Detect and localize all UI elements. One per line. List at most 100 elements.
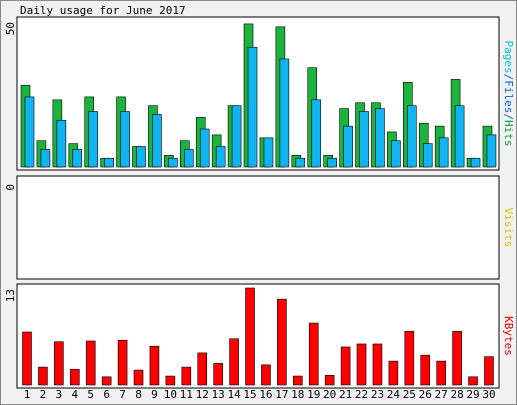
- x-tick-label: 25: [403, 388, 416, 401]
- y-tick-label: 13: [4, 289, 17, 302]
- bar: [168, 157, 178, 168]
- bar: [40, 149, 51, 168]
- bar: [308, 322, 319, 386]
- legend-text: Visits: [502, 208, 515, 248]
- x-tick-label: 29: [466, 388, 479, 401]
- x-tick-label: 11: [180, 388, 193, 401]
- bar: [486, 134, 497, 168]
- x-tick-label: 2: [40, 388, 47, 401]
- x-tick-label: 23: [371, 388, 384, 401]
- bar: [279, 58, 290, 168]
- legend-text: /: [502, 74, 515, 81]
- bar: [22, 331, 32, 386]
- x-tick-label: 7: [119, 388, 126, 401]
- bar: [311, 99, 322, 168]
- bar: [199, 128, 210, 168]
- bar: [197, 352, 208, 386]
- bar: [388, 360, 399, 386]
- x-tick-label: 30: [482, 388, 495, 401]
- x-tick-label: 18: [291, 388, 304, 401]
- bar: [54, 341, 64, 386]
- bar: [117, 339, 128, 386]
- bar: [38, 366, 48, 386]
- bar: [470, 157, 481, 168]
- bar: [229, 338, 239, 386]
- legend: Pages/Files/Hits: [502, 41, 515, 147]
- bar: [133, 369, 144, 386]
- bar: [407, 105, 417, 168]
- bar: [277, 298, 287, 386]
- bar: [438, 137, 449, 168]
- legend-text: /: [502, 113, 515, 120]
- chart-title: Daily usage for June 2017: [20, 4, 186, 17]
- bar: [165, 375, 176, 386]
- legend: Visits: [502, 208, 515, 248]
- bar: [215, 146, 226, 168]
- bar: [136, 146, 146, 168]
- bar: [293, 375, 303, 386]
- bar: [88, 111, 99, 168]
- y-tick-label: 0: [4, 184, 17, 191]
- bar: [261, 364, 271, 386]
- bar: [120, 111, 130, 168]
- panel: [16, 175, 500, 280]
- bar: [263, 137, 274, 168]
- x-tick-label: 3: [56, 388, 63, 401]
- legend-text: Hits: [502, 120, 515, 147]
- x-tick-label: 10: [164, 388, 177, 401]
- legend-text: KBytes: [502, 316, 515, 356]
- legend: KBytes: [502, 316, 515, 356]
- x-tick-label: 14: [227, 388, 241, 401]
- x-tick-label: 9: [151, 388, 158, 401]
- bar: [101, 376, 112, 386]
- bar: [356, 343, 367, 386]
- x-tick-label: 12: [196, 388, 209, 401]
- x-tick-label: 17: [275, 388, 288, 401]
- bar: [231, 105, 242, 168]
- bar: [391, 140, 401, 168]
- x-tick-label: 4: [71, 388, 78, 401]
- bar: [213, 363, 223, 386]
- bar: [468, 376, 478, 386]
- bar: [152, 114, 162, 168]
- bar: [245, 287, 255, 386]
- x-tick-label: 21: [339, 388, 352, 401]
- bar: [452, 330, 462, 386]
- x-tick-label: 1: [24, 388, 31, 401]
- bar: [372, 343, 383, 386]
- bar: [324, 374, 335, 386]
- bar: [420, 354, 431, 386]
- x-tick-label: 28: [450, 388, 463, 401]
- x-tick-label: 19: [307, 388, 320, 401]
- bar: [340, 346, 351, 386]
- bar: [454, 105, 465, 168]
- bar: [436, 360, 446, 386]
- legend-text: Files: [502, 80, 515, 113]
- x-tick-label: 16: [259, 388, 272, 401]
- bar: [149, 345, 160, 386]
- bar: [85, 340, 96, 386]
- bar: [247, 46, 258, 168]
- bar: [69, 369, 80, 386]
- bar: [404, 330, 415, 386]
- x-tick-label: 22: [355, 388, 368, 401]
- bar: [56, 119, 67, 168]
- bar: [359, 111, 369, 168]
- x-tick-label: 27: [435, 388, 448, 401]
- bar: [181, 366, 192, 386]
- x-tick-label: 15: [243, 388, 256, 401]
- bar: [375, 108, 385, 168]
- bar: [295, 157, 306, 168]
- bar: [343, 125, 353, 168]
- x-tick-label: 26: [419, 388, 432, 401]
- bar: [484, 356, 494, 386]
- x-tick-label: 8: [135, 388, 142, 401]
- bar: [72, 149, 83, 168]
- bar: [104, 157, 114, 168]
- panel: [16, 283, 500, 389]
- x-tick-label: 20: [323, 388, 336, 401]
- bar: [184, 149, 194, 168]
- y-tick-label: 50: [4, 22, 17, 35]
- x-tick-label: 6: [103, 388, 110, 401]
